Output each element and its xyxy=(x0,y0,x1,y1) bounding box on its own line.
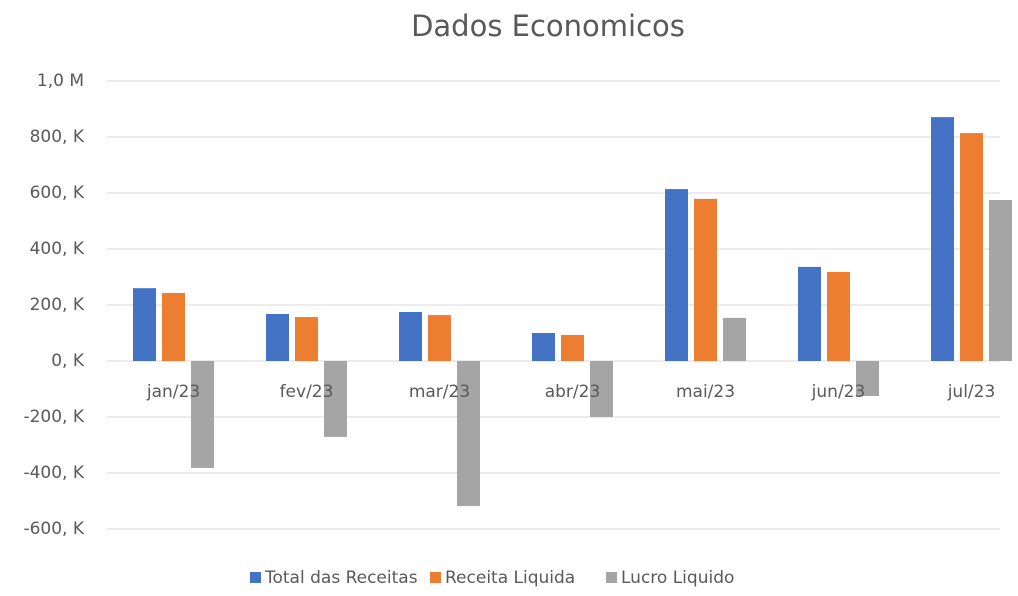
y-tick-label: 600, K xyxy=(30,183,85,203)
x-tick-label: fev/23 xyxy=(280,382,334,402)
y-tick-label: 1,0 M xyxy=(37,71,84,91)
x-tick-label: jul/23 xyxy=(947,382,996,402)
bar xyxy=(457,361,480,507)
bar xyxy=(133,288,156,361)
x-tick-label: abr/23 xyxy=(545,382,601,402)
bar xyxy=(989,200,1012,361)
x-tick-label: jan/23 xyxy=(146,382,200,402)
bar xyxy=(665,189,688,361)
y-tick-label: -400, K xyxy=(23,463,84,483)
x-tick-label: mar/23 xyxy=(409,382,470,402)
bar xyxy=(827,271,850,361)
x-tick-label: jun/23 xyxy=(811,382,866,402)
legend-label: Lucro Liquido xyxy=(621,568,734,588)
x-tick-label: mai/23 xyxy=(676,382,735,402)
bar xyxy=(798,266,821,361)
legend-swatch xyxy=(606,572,617,583)
bar xyxy=(856,361,879,396)
bar xyxy=(561,334,584,361)
bar xyxy=(266,313,289,361)
bar xyxy=(532,333,555,361)
y-tick-label: 400, K xyxy=(30,239,85,259)
y-tick-label: -200, K xyxy=(23,407,84,427)
bar xyxy=(324,361,347,437)
y-tick-label: 800, K xyxy=(30,127,85,147)
bar xyxy=(295,317,318,361)
bar xyxy=(162,292,185,361)
bar xyxy=(590,361,613,417)
legend-swatch xyxy=(250,572,261,583)
bar xyxy=(191,361,214,468)
bar xyxy=(931,117,954,362)
bar xyxy=(428,315,451,361)
bar xyxy=(960,133,983,361)
chart-title: Dados Economicos xyxy=(411,9,685,43)
y-tick-label: 200, K xyxy=(30,295,85,315)
legend-label: Receita Liquida xyxy=(445,568,575,588)
legend-label: Total das Receitas xyxy=(264,568,418,588)
bar xyxy=(694,198,717,361)
y-tick-label: -600, K xyxy=(23,519,84,539)
legend-swatch xyxy=(430,572,441,583)
bar xyxy=(399,312,422,361)
y-tick-label: 0, K xyxy=(51,351,85,371)
bar xyxy=(723,317,746,361)
